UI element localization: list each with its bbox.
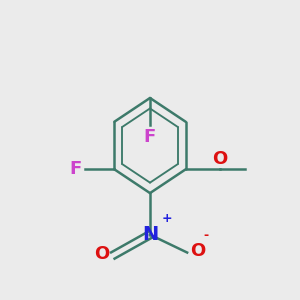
Text: N: N xyxy=(142,225,158,244)
Text: O: O xyxy=(190,242,206,260)
Text: +: + xyxy=(161,212,172,225)
Text: -: - xyxy=(203,229,208,242)
Text: O: O xyxy=(212,150,227,168)
Text: F: F xyxy=(144,128,156,146)
Text: O: O xyxy=(94,245,110,263)
Text: F: F xyxy=(69,160,82,178)
